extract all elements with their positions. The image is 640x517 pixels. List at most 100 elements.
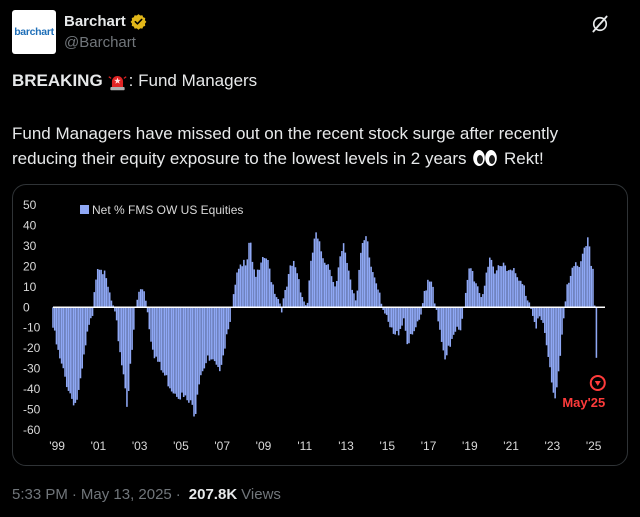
x-tick-label: '19 [462,439,478,453]
chart-bar [409,307,412,335]
chart-bar [392,307,395,334]
eyes-icon [473,150,498,166]
chart-bar [547,307,550,357]
chart-bar [229,307,231,322]
chart-bar [282,298,285,308]
chart-bar [327,264,329,308]
chart-bar [446,307,448,356]
chart-bar [401,307,403,326]
chart-bar [301,297,304,308]
chart-bar [60,307,63,364]
chart-bar [196,307,199,395]
chart-image[interactable]: 50 40 30 20 10 0 -10 -20 -30 -40 -50 -60 '99 '01 '03 '0… [12,184,628,466]
chart-bar [298,279,300,308]
chart-bar [487,266,489,308]
chart-bar [571,267,574,308]
chart-bar [482,294,484,308]
chart-bar [449,307,452,347]
chart-bar [105,278,108,308]
chart-bar [153,307,156,359]
chart-bar [394,307,396,335]
chart-bar [518,280,520,308]
chart-bar [339,256,341,308]
chart-bar [468,268,470,308]
chart-bar [96,269,99,308]
chart-bar [268,268,271,308]
chart-bar [227,307,230,330]
avatar[interactable]: barchart [12,10,56,54]
chart-bar [545,307,548,346]
chart-bar [458,307,460,330]
chart-bar [215,307,218,365]
chart-bar [108,292,111,308]
chart-bar [311,252,314,308]
post-time[interactable]: 5:33 PM [12,486,68,503]
chart-bar [305,305,307,308]
body-text-tail: Rekt! [504,149,544,168]
chart-bar [253,269,255,308]
post-date[interactable]: May 13, 2025 [80,486,172,503]
chart-bar [55,307,58,345]
author-display-name[interactable]: Barchart [64,13,126,30]
chart-bar [225,307,228,335]
legend-label: Net % FMS OW US Equities [92,203,243,217]
chart-bar [561,307,563,335]
chart-bar [337,267,340,308]
chart-bar [557,307,560,372]
chart-bar [267,260,269,308]
chart-bar [365,236,367,308]
annotation-arrow [594,380,601,386]
chart-bar [74,307,77,403]
chart-bar [71,307,73,399]
chart-bar [234,284,237,308]
chart-bar [411,307,414,335]
chart-bar [423,290,426,308]
y-tick-label: 40 [23,218,37,232]
chart-bar [320,251,323,308]
grok-icon[interactable] [590,14,610,34]
chart-bar [151,307,154,350]
chart-bar [353,293,355,308]
chart-bar [416,307,419,322]
chart-bar [399,307,402,329]
chart-bar [181,307,183,393]
chart-bar [523,285,525,308]
chart-bar [148,307,151,330]
views-count: 207.8K [188,486,238,503]
chart-bar [502,262,505,308]
chart-bar [330,276,333,308]
chart-bar [72,307,75,406]
chart-bar [346,262,348,308]
chart-bar [342,243,345,308]
chart-bar [167,307,169,387]
chart-bar [406,307,409,345]
chart-bar [217,307,219,368]
chart-bar [174,307,176,394]
chart-bar [528,302,531,308]
chart-bar [356,290,359,308]
chart-bar [514,273,517,308]
chart-bar [525,295,527,308]
chart-bar [499,266,501,308]
chart-bar [52,307,54,328]
chart-bar [385,307,388,315]
chart-bar [329,269,331,308]
chart-bar [296,273,298,308]
chart-bar [263,258,266,308]
chart-bar [121,307,123,366]
chart-bar [206,307,209,356]
rotating-light-siren-icon [108,75,127,90]
chart-bar [155,307,157,357]
chart-bar [270,282,273,308]
chart-bar [540,307,543,321]
footer-separator: · [71,486,77,503]
chart-bar [136,299,139,308]
author-handle[interactable]: @Barchart [64,34,136,51]
chart-bar [521,284,524,308]
chart-bar [470,268,472,308]
chart-bar [318,241,321,308]
chart-bar [413,307,415,332]
chart-bar [323,262,326,308]
x-tick-label: '07 [214,439,230,453]
chart-bar [129,307,132,364]
